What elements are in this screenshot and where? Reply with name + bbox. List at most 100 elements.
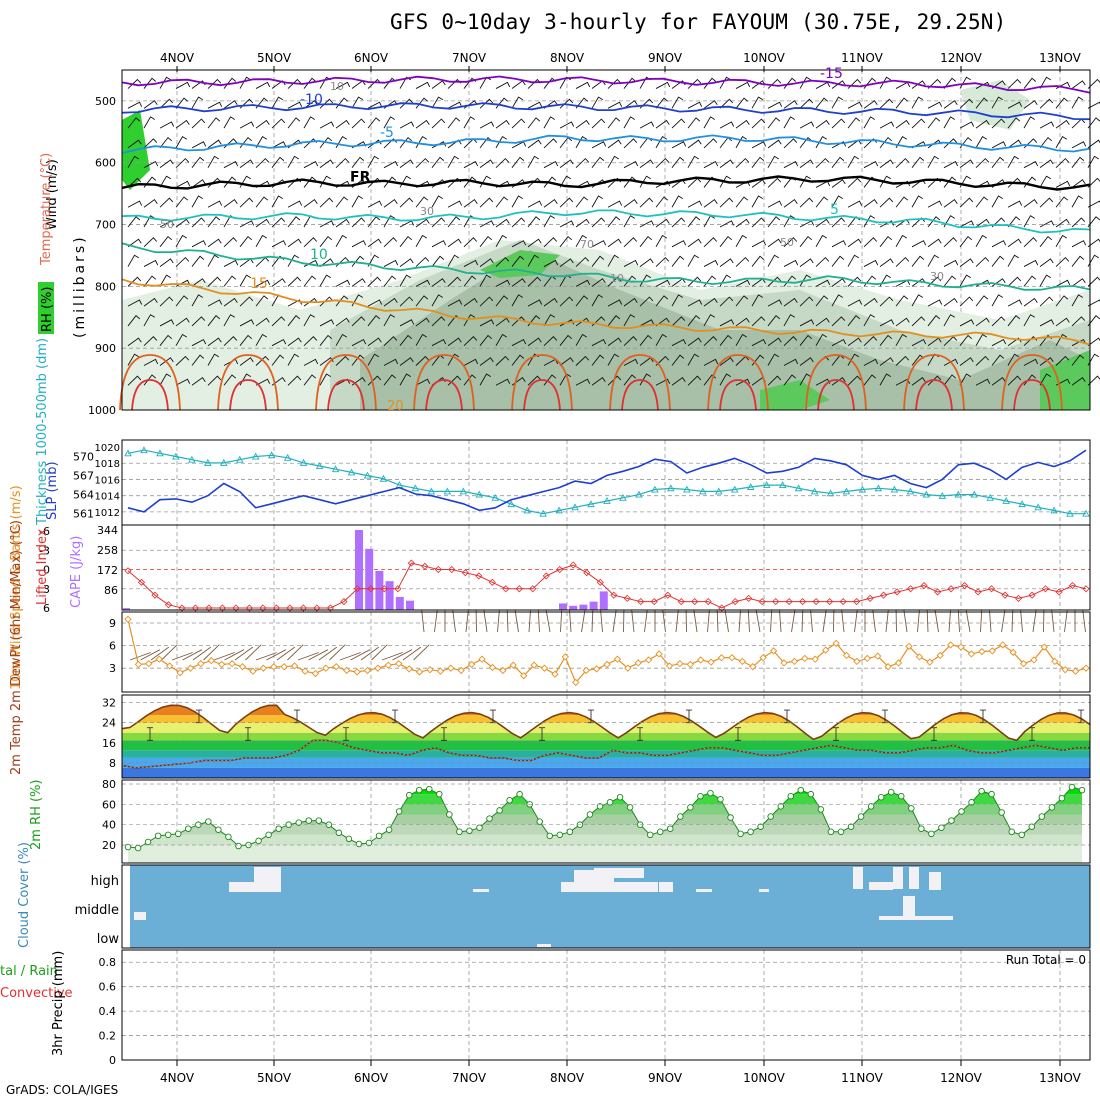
wind-barb: [631, 610, 635, 633]
wind-barb: [559, 334, 573, 346]
lifted-index-point: [812, 598, 820, 606]
wind-barb: [511, 195, 524, 208]
precip-tick-label: 0.6: [99, 981, 117, 994]
wind-speed-point: [582, 666, 590, 675]
wind-barb: [655, 256, 670, 267]
wind-barb: [671, 294, 684, 307]
wind-tick-label: 6: [109, 640, 116, 653]
wind-speed-point: [967, 650, 976, 658]
wind-barb: [479, 98, 494, 109]
wind-speed-point: [415, 668, 424, 676]
wind-speed-point: [592, 665, 601, 673]
wind-speed-point: [145, 660, 153, 668]
wind-barb: [1055, 279, 1071, 287]
wind-barb: [927, 375, 942, 386]
wind-barb: [287, 315, 301, 327]
wind-barb: [159, 357, 174, 366]
wind-speed-point: [863, 654, 871, 663]
wind-speed-point: [478, 655, 486, 663]
lifted-index-point: [637, 598, 645, 606]
wind-barb: [655, 157, 670, 168]
wind-barb: [815, 256, 830, 267]
wind-barb: [415, 378, 431, 386]
wind-barb: [1055, 256, 1070, 267]
rh-point: [787, 792, 795, 800]
lifted-index-point: [947, 585, 955, 593]
wind-barb: [959, 235, 973, 248]
wind-barb: [943, 237, 958, 248]
wind-barb: [847, 117, 861, 129]
wind-barb: [287, 299, 303, 307]
cape-bar: [395, 596, 404, 610]
rh-contour-label: 50: [780, 236, 794, 249]
rh-band: [128, 804, 1082, 815]
rh-tick-label: 40: [102, 819, 116, 832]
wind-barb: [1039, 175, 1052, 188]
rh-point: [456, 828, 463, 836]
wind-barb: [399, 159, 414, 169]
panel-frame-wnd: [121, 611, 1091, 693]
wind-barb: [175, 333, 188, 346]
temp-tick-label: 16: [102, 737, 116, 750]
wind-barb: [779, 610, 782, 633]
wind-barb: [1023, 297, 1038, 307]
wind-barb: [543, 198, 558, 208]
wind-barb: [511, 217, 526, 228]
wind-speed-point: [363, 666, 372, 675]
wind-barb: [415, 256, 430, 267]
wind-barb: [703, 314, 716, 327]
cape-axis-label: CAPE (J/kg): [69, 536, 84, 608]
wind-barb: [495, 333, 508, 346]
wind-barb: [367, 78, 382, 89]
thickness-point: [906, 487, 915, 495]
wind-barb: [719, 175, 732, 188]
isotherm-25: [719, 379, 757, 411]
thickness-axis-label: Thickness 1000-500mb (dm): [35, 338, 50, 526]
rh-point: [225, 833, 232, 841]
cloud-patch: [903, 896, 915, 920]
wind-barb: [223, 259, 239, 267]
rh-point: [656, 828, 664, 836]
wind-barb: [591, 156, 605, 168]
wind-barb: [703, 116, 716, 129]
wind-barb: [239, 357, 254, 366]
date-label-top: 12NOV: [940, 51, 982, 65]
wind-barb: [575, 97, 589, 109]
wind-barb: [511, 294, 524, 307]
isotherm-20: [903, 354, 965, 411]
wind-barb: [399, 220, 415, 228]
wind-barb: [885, 610, 889, 633]
wind-barb: [1087, 216, 1100, 228]
wind-barb: [506, 609, 509, 633]
wind-barb: [335, 355, 350, 366]
wind-speed-point: [186, 664, 195, 672]
wind-barb: [175, 317, 190, 327]
wind-barb: [415, 317, 430, 327]
wind-barb: [863, 237, 878, 248]
date-label-top: 10NOV: [743, 51, 785, 65]
lifted-index-point: [299, 604, 307, 612]
temp-minmax-bar: [637, 727, 643, 741]
wind-barb: [943, 160, 959, 169]
wind-barb: [959, 258, 974, 267]
date-label-top: 11NOV: [841, 51, 883, 65]
rh-point: [395, 808, 403, 815]
wind-barb: [479, 296, 494, 307]
wind-barb: [335, 119, 350, 129]
wind-barb: [175, 256, 190, 267]
wind-barb: [255, 196, 269, 208]
wind-barb: [271, 141, 287, 149]
wind-barb: [991, 80, 1006, 89]
wind-barb: [175, 97, 189, 109]
wind-barb: [854, 610, 858, 633]
rh-point: [847, 823, 855, 830]
lifted-index-point: [650, 598, 658, 606]
wind-barb: [266, 649, 287, 661]
wind-barb: [991, 376, 1006, 386]
wind-barb: [991, 316, 1006, 327]
thickness-point: [459, 487, 468, 495]
temp-band: [122, 722, 1090, 733]
wind-barb: [943, 314, 956, 327]
date-label-bottom: 12NOV: [940, 1071, 982, 1085]
lifted-index-point: [313, 604, 321, 612]
